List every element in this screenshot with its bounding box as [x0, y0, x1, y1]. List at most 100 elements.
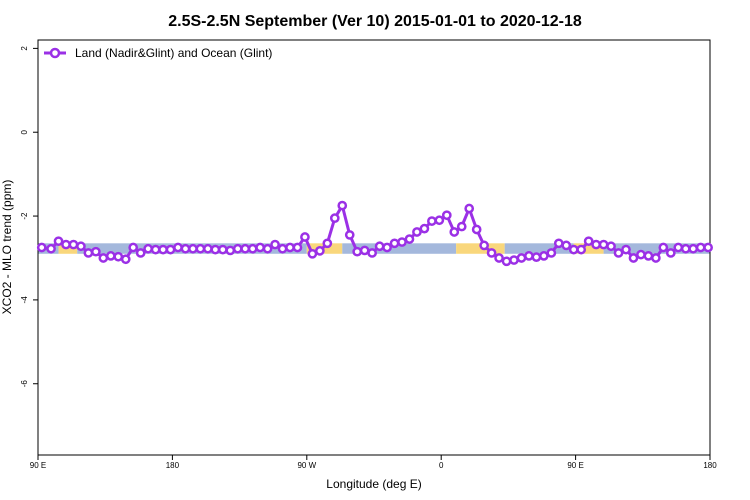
band-segment-land [456, 243, 505, 254]
y-axis: 2 0 -2 -4 -6 [20, 46, 38, 388]
data-point [61, 239, 71, 250]
x-tick-label: 180 [703, 461, 717, 470]
data-point [486, 248, 497, 258]
data-point [441, 210, 452, 221]
data-point [583, 236, 594, 247]
data-point [419, 223, 430, 234]
y-tick-label: 0 [20, 129, 29, 134]
data-point [180, 243, 191, 254]
data-point [292, 242, 303, 253]
data-point [621, 244, 631, 255]
x-tick-label: 90 W [297, 461, 316, 470]
legend: Land (Nadir&Glint) and Ocean (Glint) [44, 46, 272, 60]
data-point [374, 241, 385, 252]
x-axis-label: Longitude (deg E) [326, 477, 421, 491]
data-point [456, 221, 467, 232]
data-point [217, 244, 228, 255]
data-point [203, 243, 213, 254]
data-point [449, 227, 460, 237]
legend-label: Land (Nadir&Glint) and Ocean (Glint) [75, 46, 272, 60]
data-point [36, 242, 47, 253]
legend-marker-swatch [49, 47, 61, 59]
data-point [598, 239, 609, 250]
data-point [412, 227, 422, 237]
series-layer [36, 200, 713, 267]
data-point [389, 238, 400, 249]
data-point [322, 238, 333, 249]
data-point [210, 244, 221, 255]
band-segment-land [306, 243, 343, 254]
data-point [53, 236, 64, 247]
data-point [165, 244, 176, 255]
data-point [359, 245, 370, 256]
band-segment-ocean [504, 243, 574, 254]
data-point [188, 243, 198, 254]
data-point [285, 242, 295, 253]
data-point [546, 248, 557, 258]
data-point [329, 213, 340, 224]
data-point [232, 243, 243, 254]
y-axis-label: XCO2 - MLO trend (ppm) [0, 180, 14, 315]
data-point [225, 245, 236, 256]
data-point [613, 248, 624, 258]
data-point [524, 251, 534, 261]
data-point [434, 215, 445, 226]
y-tick-label: -6 [20, 380, 29, 388]
x-tick-label: 90 E [30, 461, 46, 470]
data-point [135, 248, 146, 258]
data-point [427, 216, 437, 226]
data-point [255, 242, 265, 253]
x-tick-label: 0 [439, 461, 444, 470]
data-point [120, 254, 131, 265]
data-point [195, 243, 206, 254]
data-point [531, 252, 542, 262]
data-point [553, 238, 564, 249]
data-point [68, 239, 79, 250]
data-point [277, 243, 288, 254]
data-point [680, 243, 691, 254]
x-tick-label: 180 [166, 461, 180, 470]
data-point [636, 249, 646, 260]
data-point [606, 241, 616, 252]
data-point [173, 242, 183, 253]
band-segment-ocean [603, 243, 710, 254]
y-tick-label: -4 [20, 296, 29, 304]
data-point [516, 253, 527, 263]
data-point [464, 203, 475, 214]
data-point [665, 248, 676, 258]
data-point [591, 239, 601, 250]
data-point [128, 242, 139, 253]
data-point [673, 242, 684, 253]
data-point [404, 234, 415, 244]
data-point [651, 253, 661, 263]
data-point [382, 242, 392, 253]
data-point [703, 242, 713, 253]
chart-title: 2.5S-2.5N September (Ver 10) 2015-01-01 … [168, 13, 582, 30]
data-point [158, 244, 168, 255]
data-point [695, 242, 706, 253]
data-point [240, 243, 251, 254]
data-point [113, 251, 124, 262]
data-point [307, 248, 318, 259]
data-point [83, 248, 94, 258]
data-point [76, 241, 86, 252]
data-point [270, 239, 280, 250]
y-tick-label: -2 [20, 212, 29, 220]
data-point [539, 251, 549, 261]
data-point [315, 246, 325, 256]
data-point [344, 230, 355, 240]
data-point [46, 243, 56, 254]
data-point [98, 253, 109, 263]
data-point [494, 253, 504, 263]
data-point [479, 240, 489, 251]
data-point [367, 248, 377, 258]
data-point [568, 244, 579, 255]
data-point [262, 243, 273, 254]
data-point [628, 253, 639, 263]
band-segment-land [573, 243, 604, 254]
data-point [576, 244, 587, 255]
data-point [150, 244, 161, 255]
data-point [91, 246, 101, 257]
data-point [561, 240, 572, 251]
